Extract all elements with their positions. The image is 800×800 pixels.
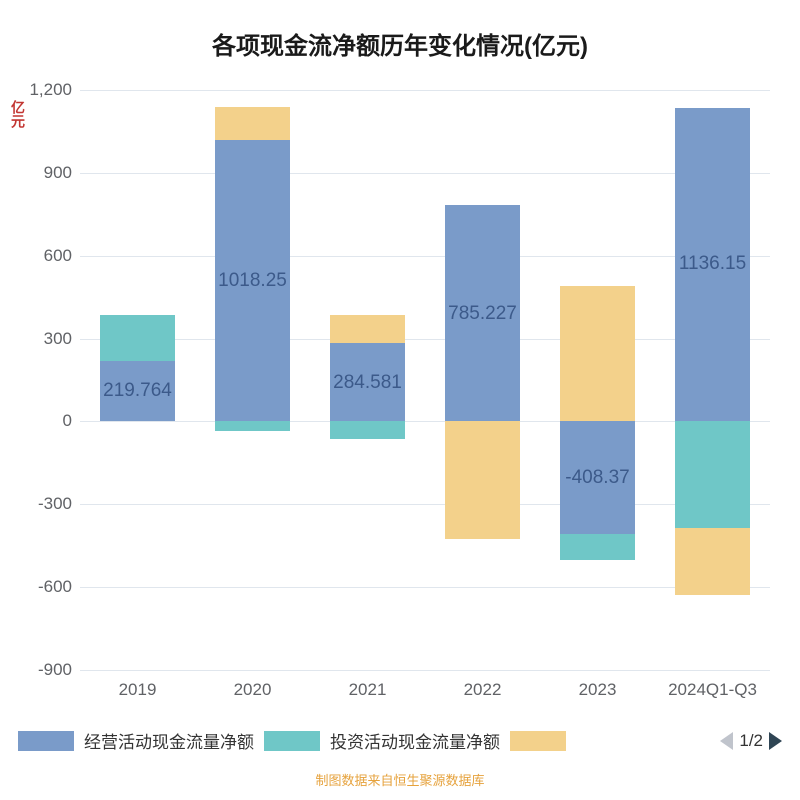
y-axis-label: 亿元 [8,100,28,128]
legend: 经营活动现金流量净额 投资活动现金流量净额 1/2 [0,728,800,753]
chart-title: 各项现金流净额历年变化情况(亿元) [0,0,800,61]
bar-financing [675,528,751,596]
bar-investing [560,534,636,560]
bar-value-label: -408.37 [565,467,629,489]
x-tick-label: 2022 [464,670,502,700]
legend-label-operating: 经营活动现金流量净额 [84,728,254,753]
y-tick-label: 1,200 [29,80,80,100]
y-tick-label: -300 [38,494,80,514]
y-tick-label: 300 [44,329,80,349]
bar-financing [215,107,291,140]
x-tick-label: 2021 [349,670,387,700]
y-tick-label: -600 [38,577,80,597]
gridline [80,421,770,422]
legend-swatch-investing [264,731,320,751]
bar-value-label: 1136.15 [679,253,746,275]
legend-swatch-operating [18,731,74,751]
y-tick-label: 0 [63,411,80,431]
y-tick-label: 900 [44,163,80,183]
legend-pager[interactable]: 1/2 [720,731,782,751]
bar-value-label: 1018.25 [218,270,287,292]
gridline [80,339,770,340]
x-tick-label: 2024Q1-Q3 [668,670,757,700]
y-tick-label: -900 [38,660,80,680]
bar-investing [100,315,176,361]
gridline [80,670,770,671]
legend-label-investing: 投资活动现金流量净额 [330,728,500,753]
bar-value-label: 284.581 [333,372,402,394]
bar-financing [445,421,521,538]
bar-financing [330,315,406,343]
chart-plot-area: -900-600-30003006009001,2002019202020212… [80,90,770,670]
bar-financing [560,286,636,421]
gridline [80,587,770,588]
x-tick-label: 2023 [579,670,617,700]
bar-investing [330,421,406,439]
gridline [80,90,770,91]
footer-credit: 制图数据来自恒生聚源数据库 [0,770,800,789]
bar-investing [215,421,291,431]
bar-value-label: 219.764 [103,380,172,402]
chevron-left-icon[interactable] [720,732,733,750]
y-tick-label: 600 [44,246,80,266]
gridline [80,256,770,257]
legend-swatch-financing [510,731,566,751]
pager-text: 1/2 [739,731,763,751]
x-tick-label: 2020 [234,670,272,700]
gridline [80,173,770,174]
bar-investing [675,421,751,527]
x-tick-label: 2019 [119,670,157,700]
bar-value-label: 785.227 [448,303,517,325]
chevron-right-icon[interactable] [769,732,782,750]
gridline [80,504,770,505]
